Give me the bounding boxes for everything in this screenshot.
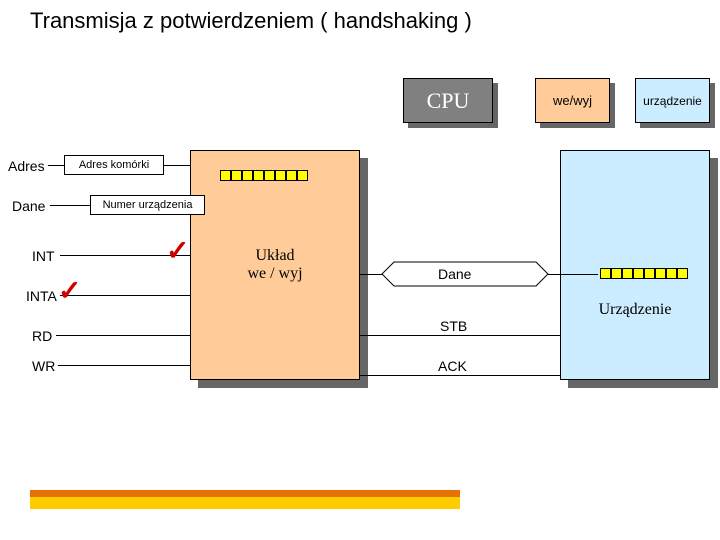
dane-mid-label: Dane [438,266,471,282]
dane-line-left-mid [360,274,382,275]
cpu-box: CPU [403,78,493,123]
rd-line [56,335,190,336]
footer-bar [30,485,460,510]
stb-line [360,335,560,336]
inta-label: INTA [26,288,57,304]
dane-line-left [50,205,90,206]
rd-label: RD [32,328,52,344]
wewyj-box: we/wyj [535,78,610,123]
wr-line [58,365,190,366]
int-label: INT [32,248,55,264]
dev-box: Urządzenie [560,150,710,380]
dane-label: Dane [12,198,45,214]
io-box: Układ we / wyj [190,150,360,380]
ack-line [360,375,560,376]
io-register-squares [220,170,308,181]
dane-line-right-mid [548,274,598,275]
adres-komorki-box: Adres komórki [64,155,164,175]
adres-line-right [164,165,190,166]
inta-check-icon: ✓ [58,274,81,307]
urz-box: urządzenie [635,78,710,123]
page-title: Transmisja z potwierdzeniem ( handshakin… [30,8,472,34]
stb-label: STB [440,318,467,334]
adres-line-left [48,165,64,166]
dev-register-squares [600,268,688,279]
numer-urz-box: Numer urządzenia [90,195,205,215]
wr-label: WR [32,358,55,374]
ack-label: ACK [438,358,467,374]
int-check-icon: ✓ [166,234,189,267]
adres-label: Adres [8,158,45,174]
